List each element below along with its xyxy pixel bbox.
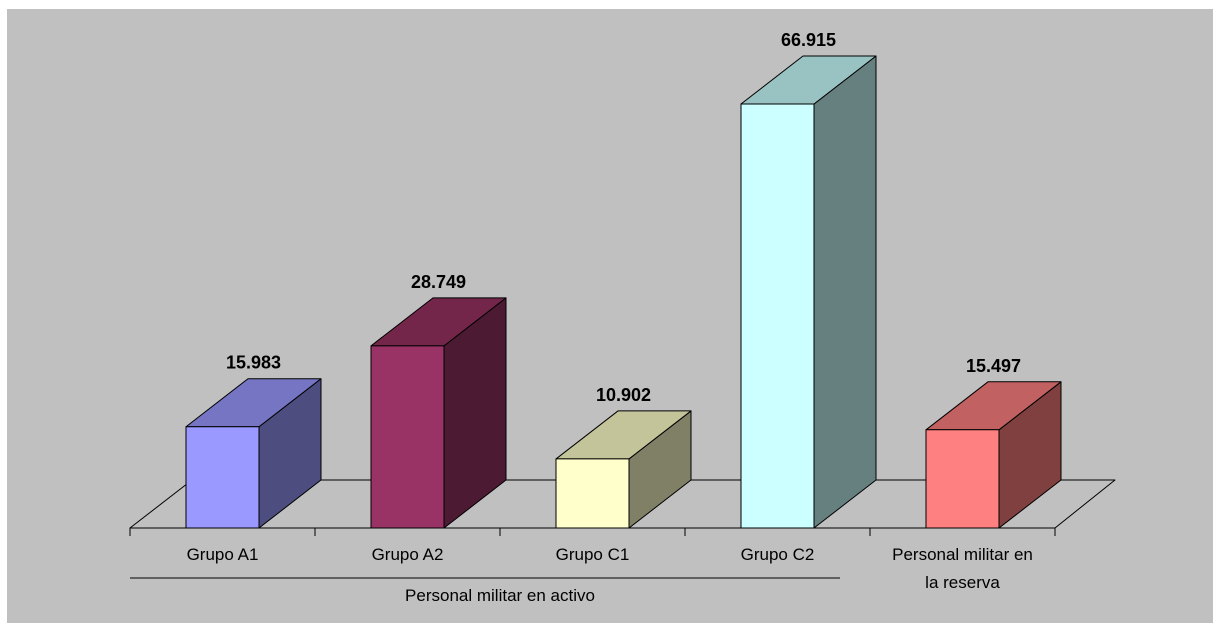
group-label: Personal militar en activo (405, 586, 595, 605)
data-label: 15.497 (966, 356, 1021, 376)
bar (555, 410, 692, 529)
bar-front-face (740, 103, 815, 529)
bar (370, 297, 507, 529)
data-label: 28.749 (411, 272, 466, 292)
category-label: Personal militar en (892, 545, 1033, 564)
bar (185, 378, 322, 529)
bar-front-face (555, 458, 630, 529)
bar (740, 55, 877, 529)
data-label: 15.983 (226, 353, 281, 373)
bar-side-face (813, 55, 877, 529)
category-label: Grupo C2 (741, 545, 815, 564)
labels-layer: 15.983 Grupo A1 28.749 Grupo A2 10.902 Grupo … (187, 30, 1033, 592)
category-label: Grupo A1 (187, 545, 259, 564)
bars-layer (185, 55, 1062, 529)
chart-background (7, 9, 1213, 623)
data-label: 10.902 (596, 385, 651, 405)
bar (925, 381, 1062, 529)
bar-front-face (925, 429, 1000, 529)
bar-front-face (185, 426, 260, 529)
bar-front-face (370, 345, 445, 529)
category-label: la reserva (925, 573, 1000, 592)
category-label: Grupo A2 (372, 545, 444, 564)
category-label: Grupo C1 (556, 545, 630, 564)
data-label: 66.915 (781, 30, 836, 50)
